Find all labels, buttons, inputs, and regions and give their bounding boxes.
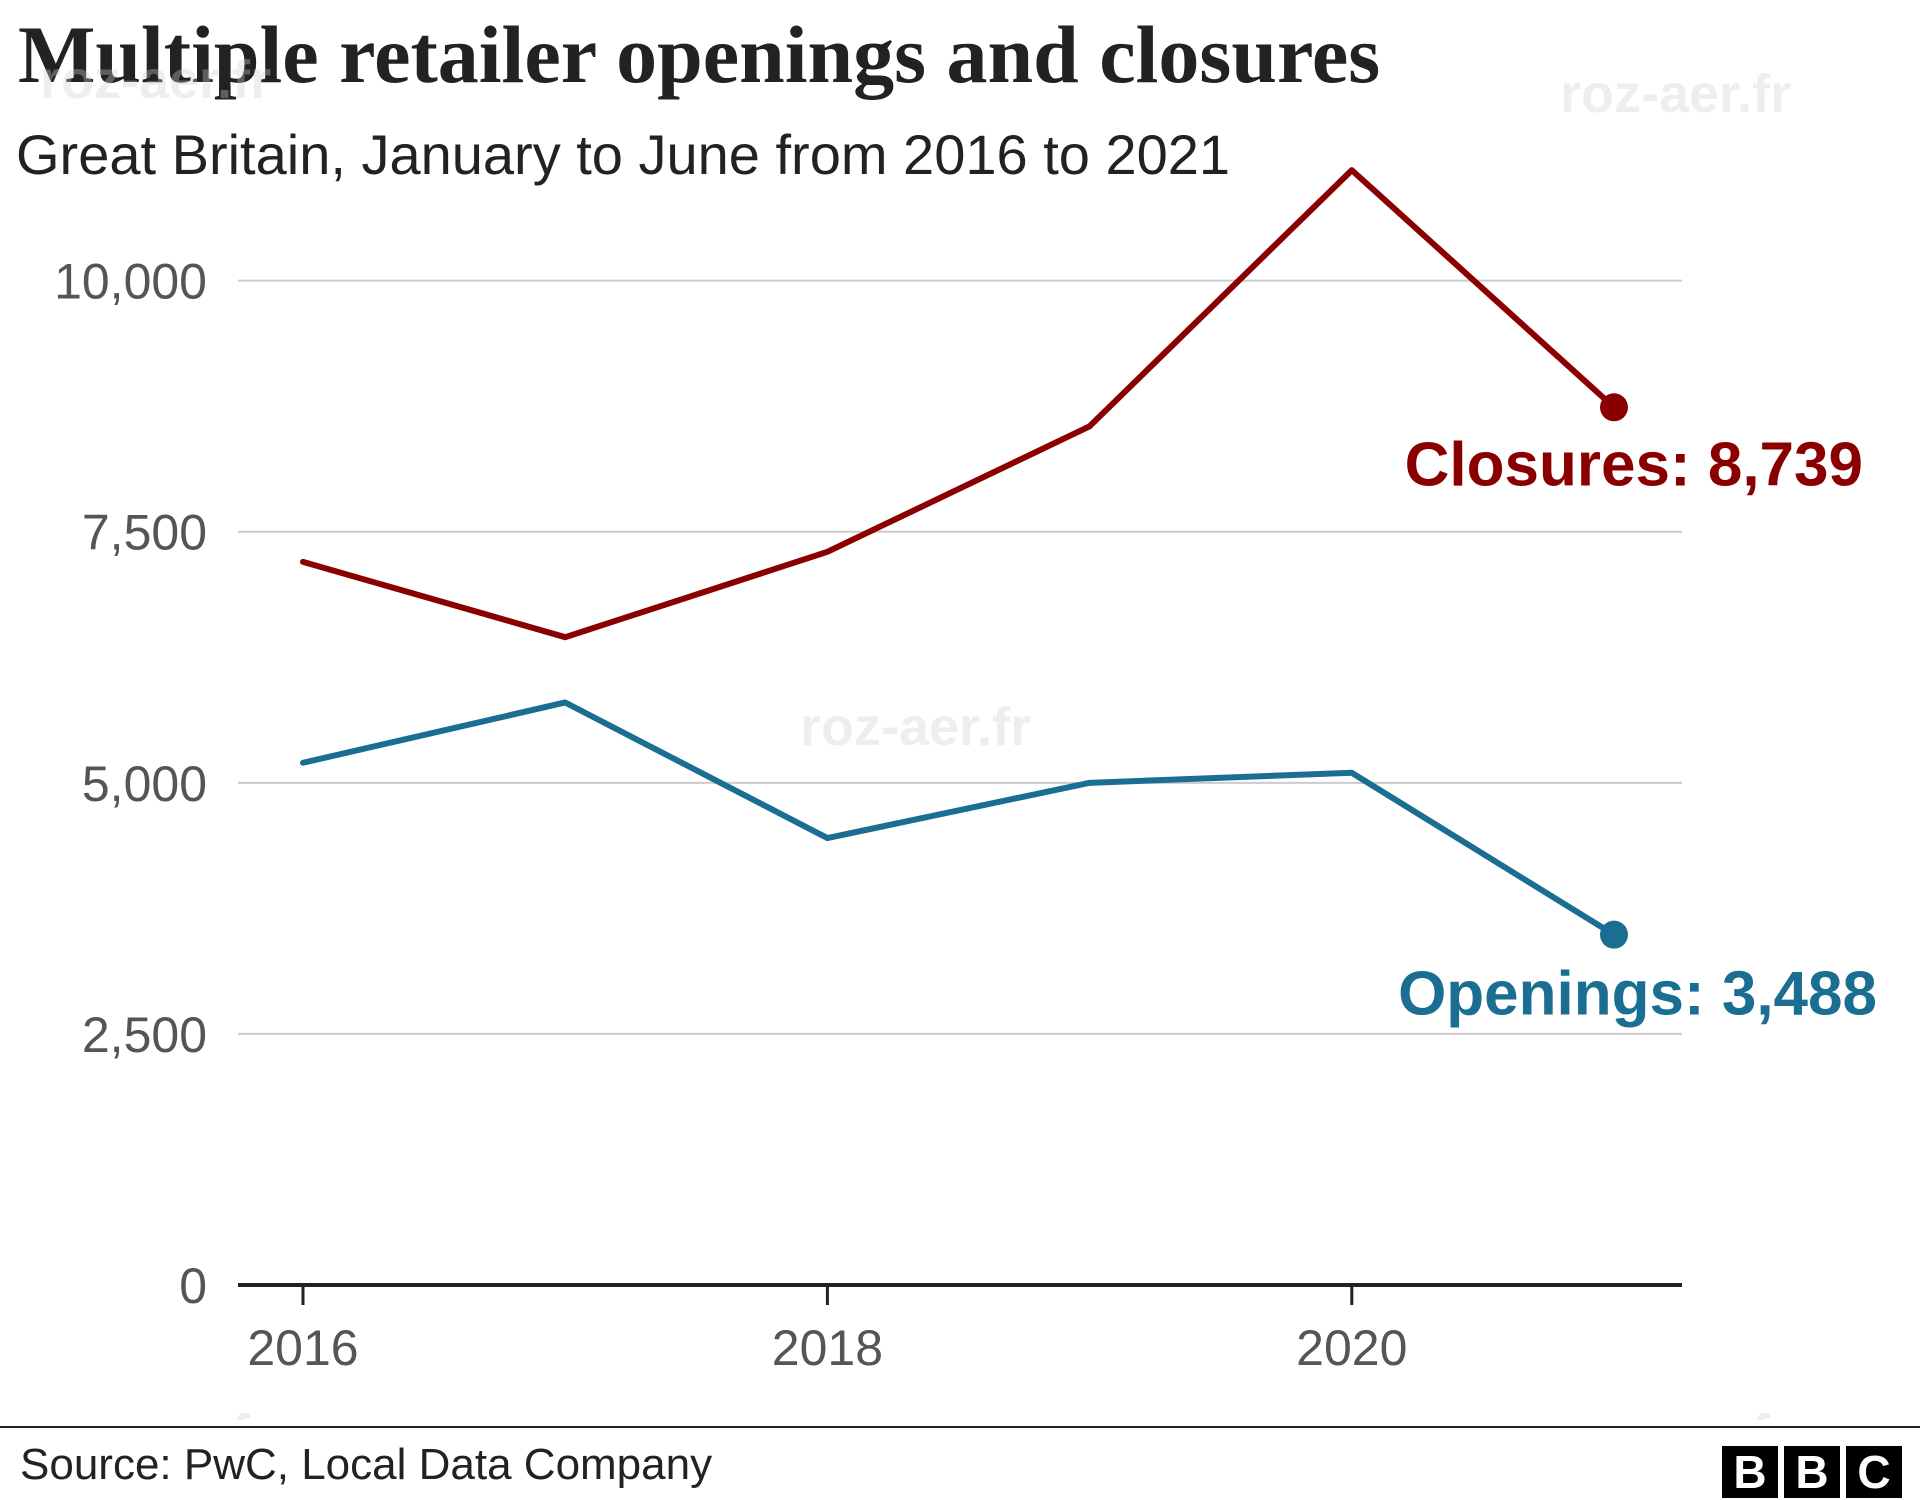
bbc-logo-letter-2: B (1784, 1446, 1840, 1498)
x-tick-label: 2018 (772, 1320, 883, 1376)
y-tick-label: 2,500 (82, 1007, 207, 1063)
bbc-logo-letter-3: C (1846, 1446, 1902, 1498)
series-line-openings (300, 699, 1617, 938)
line-chart: roz-aer.fr roz-aer.fr roz-aer.fr roz-aer.fr… (40, 50, 1877, 1420)
series-line-closures (300, 167, 1617, 641)
y-tick-label: 7,500 (82, 505, 207, 561)
end-label-closures: Closures: 8,739 (1405, 430, 1863, 499)
source-note: Source: PwC, Local Data Company (20, 1440, 713, 1489)
series-end-point-openings (1600, 920, 1628, 949)
watermark-4: roz-aer.fr (40, 1404, 271, 1420)
x-tick-label: 2016 (247, 1320, 358, 1376)
series-lines (300, 167, 1628, 949)
chart-title: Multiple retailer openings and closures (18, 9, 1381, 100)
series-end-point-closures (1600, 393, 1628, 422)
y-tick-label: 5,000 (82, 756, 207, 812)
watermarks: roz-aer.fr roz-aer.fr roz-aer.fr roz-aer.fr… (40, 50, 1791, 1420)
watermark-2: roz-aer.fr (1560, 64, 1791, 124)
footer-divider (0, 1426, 1920, 1428)
watermark-1: roz-aer.fr (40, 50, 271, 110)
bbc-logo-letter-1: B (1722, 1446, 1778, 1498)
chart-subtitle: Great Britain, January to June from 2016… (16, 123, 1231, 186)
y-tick-label: 0 (179, 1258, 207, 1314)
x-axis: 2016 2018 2020 (238, 1283, 1682, 1376)
end-label-openings: Openings: 3,488 (1398, 960, 1877, 1029)
x-tick-label: 2020 (1296, 1320, 1407, 1376)
gridlines (238, 279, 1682, 1035)
bbc-logo: B B C (1722, 1446, 1902, 1498)
end-labels: Closures: 8,739 Openings: 3,488 (1398, 430, 1877, 1028)
y-axis-ticks: 0 2,500 5,000 7,500 10,000 (54, 254, 207, 1314)
watermark-5: roz-aer.fr (1560, 1404, 1791, 1420)
y-tick-label: 10,000 (54, 254, 207, 310)
watermark-3: roz-aer.fr (800, 697, 1031, 757)
